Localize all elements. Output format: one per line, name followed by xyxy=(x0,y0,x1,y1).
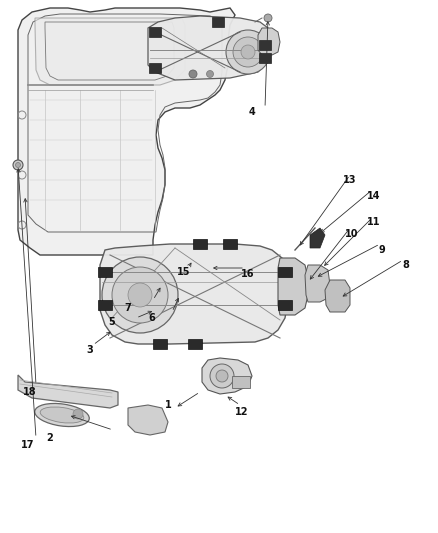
Polygon shape xyxy=(258,28,280,55)
Circle shape xyxy=(210,364,234,388)
Text: 5: 5 xyxy=(109,317,115,327)
Text: 18: 18 xyxy=(23,387,37,397)
Circle shape xyxy=(102,257,178,333)
Polygon shape xyxy=(35,18,185,85)
Bar xyxy=(232,376,250,388)
Circle shape xyxy=(13,160,23,170)
Text: 16: 16 xyxy=(241,269,255,279)
Bar xyxy=(278,300,292,310)
Polygon shape xyxy=(128,405,168,435)
Bar xyxy=(278,267,292,277)
Circle shape xyxy=(264,14,272,22)
Circle shape xyxy=(73,409,83,419)
Bar xyxy=(212,17,224,27)
Bar xyxy=(149,63,161,73)
Text: 17: 17 xyxy=(21,440,35,450)
Text: 4: 4 xyxy=(249,107,255,117)
Text: 1: 1 xyxy=(165,400,171,410)
Text: 6: 6 xyxy=(148,313,155,323)
Polygon shape xyxy=(278,258,308,315)
Bar xyxy=(98,300,112,310)
Circle shape xyxy=(233,37,263,67)
Circle shape xyxy=(189,70,197,78)
Bar xyxy=(188,339,202,349)
Text: 12: 12 xyxy=(235,407,249,417)
Bar xyxy=(259,40,271,50)
Polygon shape xyxy=(18,8,235,255)
Bar xyxy=(259,53,271,63)
Bar xyxy=(98,267,112,277)
Text: 11: 11 xyxy=(367,217,381,227)
Polygon shape xyxy=(325,280,350,312)
Ellipse shape xyxy=(40,407,84,423)
Text: 13: 13 xyxy=(343,175,357,185)
Polygon shape xyxy=(202,358,252,394)
Circle shape xyxy=(206,70,213,77)
Circle shape xyxy=(15,163,21,167)
Bar xyxy=(223,239,237,249)
Text: 9: 9 xyxy=(378,245,385,255)
Polygon shape xyxy=(310,228,325,248)
Bar xyxy=(193,239,207,249)
Text: 7: 7 xyxy=(125,303,131,313)
Polygon shape xyxy=(305,265,330,302)
Circle shape xyxy=(112,267,168,323)
Polygon shape xyxy=(148,16,270,80)
Text: 10: 10 xyxy=(345,229,359,239)
Text: 15: 15 xyxy=(177,267,191,277)
Text: 3: 3 xyxy=(87,345,93,355)
Circle shape xyxy=(216,370,228,382)
Text: 8: 8 xyxy=(403,260,410,270)
Polygon shape xyxy=(18,375,118,408)
Text: 2: 2 xyxy=(46,433,53,443)
Bar xyxy=(153,339,167,349)
Circle shape xyxy=(226,30,270,74)
Text: 14: 14 xyxy=(367,191,381,201)
Circle shape xyxy=(128,283,152,307)
Circle shape xyxy=(241,45,255,59)
Polygon shape xyxy=(100,244,288,344)
Ellipse shape xyxy=(35,403,89,426)
Bar xyxy=(149,27,161,37)
